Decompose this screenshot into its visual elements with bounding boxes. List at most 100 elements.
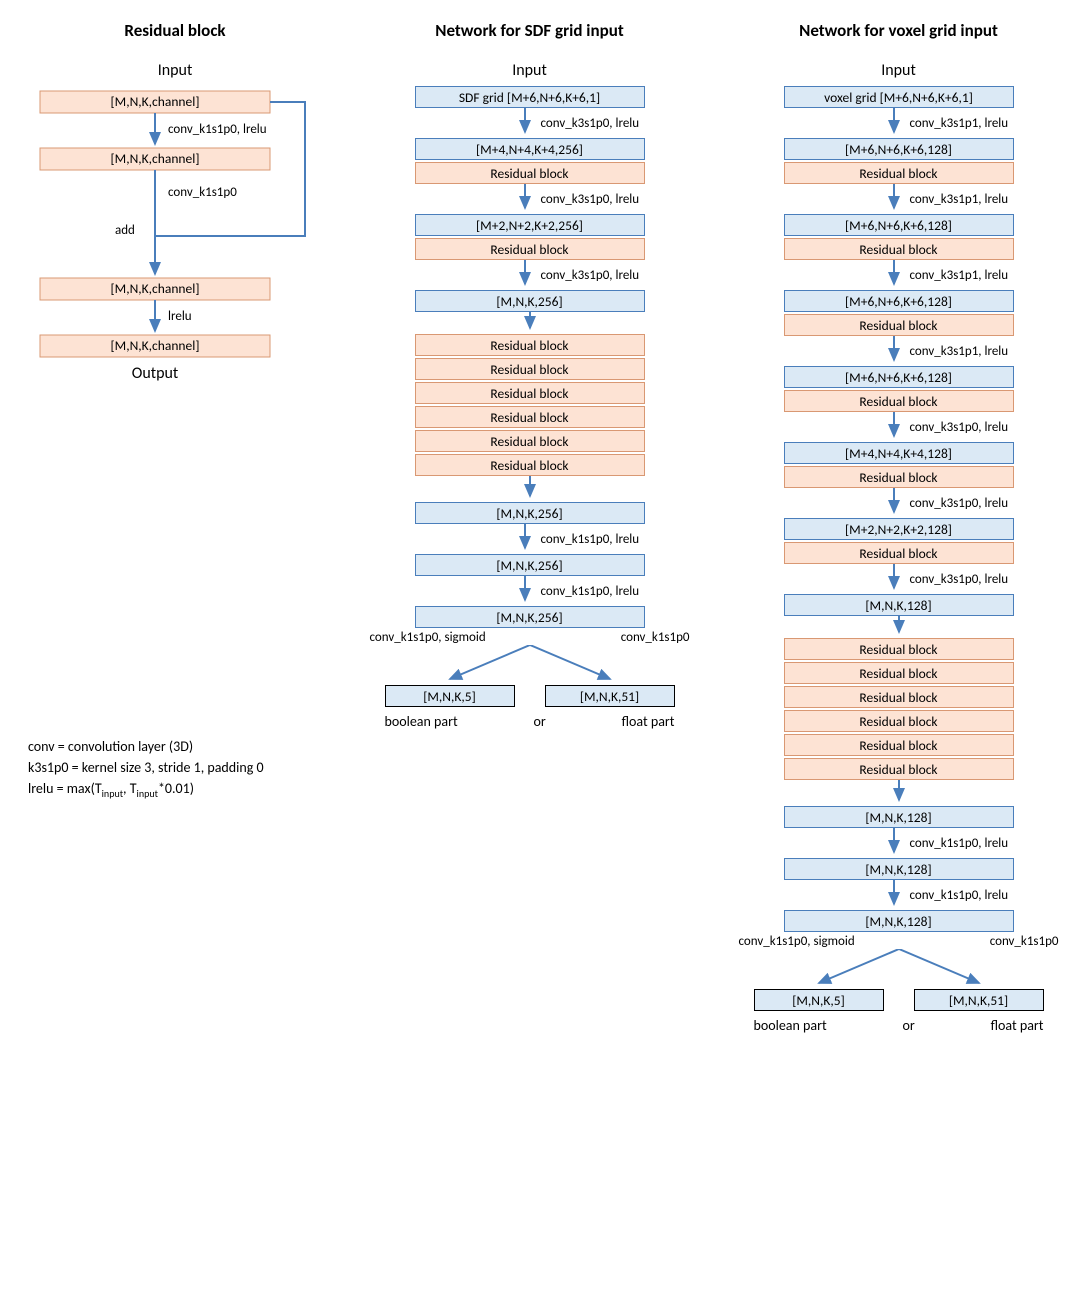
sdf-res-a: Residual block <box>415 334 645 356</box>
vx-box4: [M+6,N+6,K+6,128] <box>784 290 1014 312</box>
vx-box11: [M,N,K,128] <box>784 910 1014 932</box>
vx-res4: Residual block <box>784 390 1014 412</box>
split-arrows <box>385 645 675 685</box>
arrow <box>415 312 645 334</box>
sdf-cap-right: float part <box>622 713 675 730</box>
vx-res-c: Residual block <box>784 686 1014 708</box>
vx-op-g: conv_k3s1p0, lrelu <box>910 572 1009 587</box>
vx-box8: [M,N,K,128] <box>784 594 1014 616</box>
arrow: conv_k3s1p1, lrelu <box>784 184 1014 214</box>
diagram-columns: Residual block Input [M,N,K,channel] con… <box>20 20 1068 1034</box>
sdf-title: Network for SDF grid input <box>435 20 623 41</box>
sdf-box5: [M,N,K,256] <box>415 502 645 524</box>
sdf-split-left-op: conv_k1s1p0, sigmoid <box>370 630 486 645</box>
arrow: conv_k1s1p0, lrelu <box>415 576 645 606</box>
vx-res-f: Residual block <box>784 758 1014 780</box>
col-residual: Residual block Input [M,N,K,channel] con… <box>20 20 330 801</box>
sdf-res-stack: Residual block Residual block Residual b… <box>415 334 645 476</box>
vx-res-a: Residual block <box>784 638 1014 660</box>
sdf-res-b: Residual block <box>415 358 645 380</box>
vx-box6: [M+4,N+4,K+4,128] <box>784 442 1014 464</box>
vx-op-b: conv_k3s1p1, lrelu <box>910 192 1009 207</box>
sdf-box4: [M,N,K,256] <box>415 290 645 312</box>
residual-input-label: Input <box>158 61 193 80</box>
vx-op-i: conv_k1s1p0, lrelu <box>910 888 1009 903</box>
vx-res1: Residual block <box>784 162 1014 184</box>
arrow <box>784 780 1014 806</box>
vx-op-e: conv_k3s1p0, lrelu <box>910 420 1009 435</box>
vx-cap-left: boolean part <box>754 1017 827 1034</box>
sdf-res-c: Residual block <box>415 382 645 404</box>
sdf-cap-left: boolean part <box>385 713 458 730</box>
arrow: conv_k1s1p0, lrelu <box>415 524 645 554</box>
sdf-res2: Residual block <box>415 238 645 260</box>
vx-out-right: [M,N,K,51] <box>914 989 1044 1011</box>
vx-out-left: [M,N,K,5] <box>754 989 884 1011</box>
res-add: add <box>115 223 135 238</box>
vx-box3: [M+6,N+6,K+6,128] <box>784 214 1014 236</box>
vx-op-c: conv_k3s1p1, lrelu <box>910 268 1009 283</box>
arrow <box>784 616 1014 638</box>
arrow: conv_k3s1p0, lrelu <box>415 184 645 214</box>
vx-res-stack: Residual block Residual block Residual b… <box>784 638 1014 780</box>
voxel-title: Network for voxel grid input <box>799 20 998 41</box>
sdf-split: conv_k1s1p0, sigmoid conv_k1s1p0 [M,N,K,… <box>385 628 675 730</box>
sdf-out-right: [M,N,K,51] <box>545 685 675 707</box>
legend-l1: conv = convolution layer (3D) <box>28 736 264 757</box>
sdf-box1: SDF grid [M+6,N+6,K+6,1] <box>415 86 645 108</box>
vx-box10: [M,N,K,128] <box>784 858 1014 880</box>
sdf-split-right-op: conv_k1s1p0 <box>621 630 690 645</box>
sdf-op2: conv_k3s1p0, lrelu <box>541 192 640 207</box>
sdf-out-left: [M,N,K,5] <box>385 685 515 707</box>
voxel-input-label: Input <box>881 61 916 80</box>
residual-title: Residual block <box>124 20 225 41</box>
vx-cap-right: float part <box>991 1017 1044 1034</box>
legend: conv = convolution layer (3D) k3s1p0 = k… <box>20 736 264 801</box>
vx-box5: [M+6,N+6,K+6,128] <box>784 366 1014 388</box>
vx-op-d: conv_k3s1p1, lrelu <box>910 344 1009 359</box>
sdf-cap-or: or <box>534 713 546 730</box>
arrow: conv_k3s1p1, lrelu <box>784 260 1014 290</box>
vx-res-b: Residual block <box>784 662 1014 684</box>
sdf-res1: Residual block <box>415 162 645 184</box>
residual-output-label: Output <box>132 364 179 383</box>
vx-split-left-op: conv_k1s1p0, sigmoid <box>739 934 855 949</box>
sdf-op3: conv_k3s1p0, lrelu <box>541 268 640 283</box>
vx-cap-or: or <box>903 1017 915 1034</box>
res-box4: [M,N,K,channel] <box>111 337 200 354</box>
col-sdf: Network for SDF grid input Input SDF gri… <box>360 20 699 730</box>
sdf-box3: [M+2,N+2,K+2,256] <box>415 214 645 236</box>
sdf-box2: [M+4,N+4,K+4,256] <box>415 138 645 160</box>
vx-box2: [M+6,N+6,K+6,128] <box>784 138 1014 160</box>
res-op1: conv_k1s1p0, lrelu <box>168 122 267 137</box>
col-voxel: Network for voxel grid input Input voxel… <box>729 20 1068 1034</box>
vx-split-right-op: conv_k1s1p0 <box>990 934 1059 949</box>
vx-op-f: conv_k3s1p0, lrelu <box>910 496 1009 511</box>
vx-box7: [M+2,N+2,K+2,128] <box>784 518 1014 540</box>
vx-op-h: conv_k1s1p0, lrelu <box>910 836 1009 851</box>
arrow: conv_k1s1p0, lrelu <box>784 828 1014 858</box>
vx-res5: Residual block <box>784 466 1014 488</box>
sdf-res-f: Residual block <box>415 454 645 476</box>
arrow: conv_k3s1p1, lrelu <box>784 336 1014 366</box>
legend-l2: k3s1p0 = kernel size 3, stride 1, paddin… <box>28 757 264 778</box>
sdf-op5: conv_k1s1p0, lrelu <box>541 532 640 547</box>
residual-block-svg: [M,N,K,channel] conv_k1s1p0, lrelu [M,N,… <box>20 86 330 416</box>
split-arrows <box>754 949 1044 989</box>
arrow: conv_k3s1p0, lrelu <box>415 260 645 290</box>
res-op2: conv_k1s1p0 <box>168 185 237 200</box>
arrow: conv_k3s1p0, lrelu <box>784 488 1014 518</box>
vx-res2: Residual block <box>784 238 1014 260</box>
vx-res3: Residual block <box>784 314 1014 336</box>
res-op3: lrelu <box>168 309 192 324</box>
res-box3: [M,N,K,channel] <box>111 280 200 297</box>
sdf-op1: conv_k3s1p0, lrelu <box>541 116 640 131</box>
sdf-input-label: Input <box>512 61 547 80</box>
sdf-res-d: Residual block <box>415 406 645 428</box>
sdf-box6: [M,N,K,256] <box>415 554 645 576</box>
sdf-box7: [M,N,K,256] <box>415 606 645 628</box>
arrow: conv_k1s1p0, lrelu <box>784 880 1014 910</box>
arrow: conv_k3s1p1, lrelu <box>784 108 1014 138</box>
vx-box1: voxel grid [M+6,N+6,K+6,1] <box>784 86 1014 108</box>
vx-res-d: Residual block <box>784 710 1014 732</box>
